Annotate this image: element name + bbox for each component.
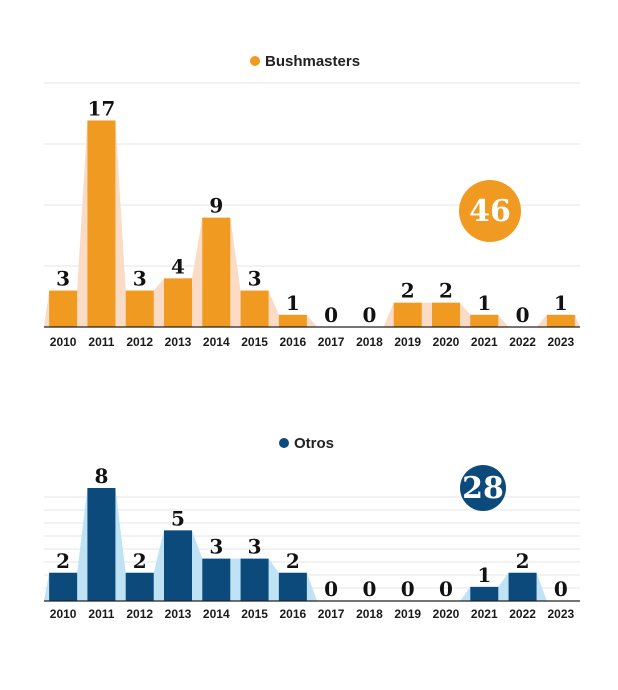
- tick-2022: 2022: [509, 607, 536, 621]
- bar-2011: [87, 488, 116, 601]
- tick-2011: 2011: [88, 607, 114, 621]
- total-badge-circle: [459, 180, 521, 242]
- value-label-2023: 1: [554, 291, 568, 315]
- bar-2015: [240, 558, 269, 601]
- tick-2023: 2023: [548, 335, 575, 349]
- value-label-2018: 0: [362, 577, 376, 601]
- value-label-2013: 5: [171, 506, 185, 530]
- total-value: 28: [462, 471, 504, 506]
- legend-marker: [279, 438, 289, 448]
- value-label-2020: 0: [439, 577, 453, 601]
- legend-label: Bushmasters: [265, 53, 360, 70]
- total-value: 46: [469, 194, 511, 229]
- tick-2010: 2010: [50, 607, 77, 621]
- bar-2016: [278, 572, 307, 601]
- value-label-2022: 0: [516, 303, 530, 327]
- legend: Bushmasters: [250, 53, 360, 70]
- tick-2010: 2010: [50, 335, 77, 349]
- legend: Otros: [279, 435, 334, 452]
- value-label-2014: 9: [209, 194, 223, 218]
- tick-2011: 2011: [88, 335, 114, 349]
- value-label-2019: 2: [401, 279, 415, 303]
- value-label-2023: 0: [554, 577, 568, 601]
- value-label-2011: 8: [94, 464, 108, 488]
- tick-2015: 2015: [241, 607, 268, 621]
- tick-2017: 2017: [318, 607, 345, 621]
- value-label-2013: 4: [171, 254, 185, 278]
- tick-2021: 2021: [471, 607, 498, 621]
- bar-2016: [278, 314, 307, 327]
- tick-2014: 2014: [203, 335, 230, 349]
- tick-2020: 2020: [433, 335, 460, 349]
- bar-2010: [49, 572, 78, 601]
- total-badge: 46: [459, 180, 521, 242]
- value-label-2021: 1: [477, 291, 491, 315]
- value-label-2012: 2: [133, 549, 147, 573]
- bar-2020: [432, 302, 460, 327]
- value-label-2010: 2: [56, 549, 70, 573]
- value-label-2015: 3: [248, 535, 262, 559]
- bar-2011: [87, 120, 116, 327]
- tick-2016: 2016: [280, 607, 307, 621]
- tick-2017: 2017: [318, 335, 345, 349]
- tick-2013: 2013: [165, 607, 192, 621]
- legend-label: Otros: [294, 435, 334, 452]
- tick-2021: 2021: [471, 335, 498, 349]
- tick-2016: 2016: [280, 335, 307, 349]
- tick-2020: 2020: [433, 607, 460, 621]
- value-label-2014: 3: [209, 535, 223, 559]
- tick-2019: 2019: [394, 335, 421, 349]
- total-badge-circle: [460, 465, 506, 511]
- value-label-2016: 2: [286, 549, 300, 573]
- total-badge: 28: [460, 465, 506, 511]
- tick-2018: 2018: [356, 607, 383, 621]
- bar-2022: [508, 572, 537, 601]
- bar-2013: [164, 530, 192, 601]
- tick-2023: 2023: [548, 607, 575, 621]
- bar-2015: [240, 290, 269, 327]
- tick-2022: 2022: [509, 335, 536, 349]
- bar-2013: [164, 278, 192, 327]
- x-tick-labels: 2010 2011 2012 2013 2014 2015 2016 2017 2018 2019…: [50, 335, 575, 349]
- bar-2019: [393, 302, 422, 327]
- value-label-2020: 2: [439, 279, 453, 303]
- tick-2018: 2018: [356, 335, 383, 349]
- value-label-2018: 0: [362, 303, 376, 327]
- tick-2019: 2019: [394, 607, 421, 621]
- value-label-2017: 0: [324, 577, 338, 601]
- bars: [49, 120, 575, 327]
- value-label-2015: 3: [248, 267, 262, 291]
- bar-2014: [202, 558, 231, 601]
- legend-marker: [250, 56, 260, 66]
- value-label-2022: 2: [516, 549, 530, 573]
- bar-2012: [125, 290, 154, 327]
- value-label-2017: 0: [324, 303, 338, 327]
- bar-2010: [49, 290, 78, 327]
- bar-2023: [546, 314, 575, 327]
- value-label-2012: 3: [133, 267, 147, 291]
- bar-2021: [470, 314, 499, 327]
- bar-2014: [202, 217, 231, 327]
- tick-2013: 2013: [165, 335, 192, 349]
- value-label-2021: 1: [477, 563, 491, 587]
- value-label-2010: 3: [56, 267, 70, 291]
- bars: [49, 488, 537, 601]
- tick-2012: 2012: [126, 335, 153, 349]
- value-label-2019: 0: [401, 577, 415, 601]
- x-tick-labels: 2010 2011 2012 2013 2014 2015 2016 2017 2018 2019…: [50, 607, 575, 621]
- value-label-2011: 17: [88, 96, 116, 120]
- tick-2014: 2014: [203, 607, 230, 621]
- tick-2012: 2012: [126, 607, 153, 621]
- bar-2012: [125, 572, 154, 601]
- bar-2021: [470, 586, 499, 601]
- tick-2015: 2015: [241, 335, 268, 349]
- value-label-2016: 1: [286, 291, 300, 315]
